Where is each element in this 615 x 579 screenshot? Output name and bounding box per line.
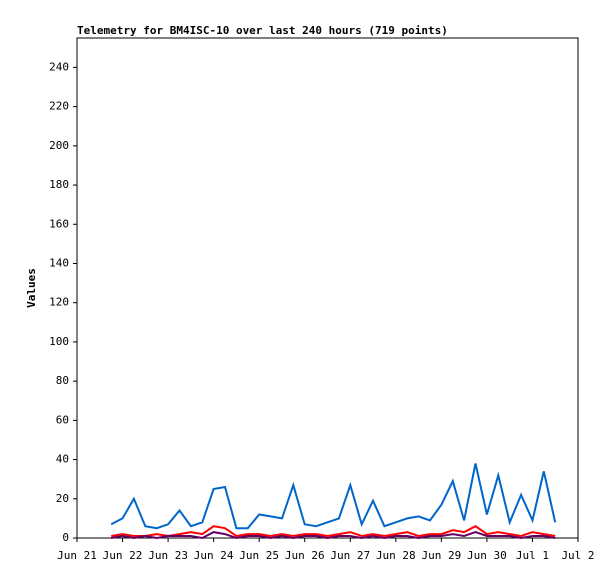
series-line — [110, 463, 557, 530]
y-tick-label: 180 — [49, 178, 69, 191]
y-tick-label: 160 — [49, 217, 69, 230]
y-tick-label: 100 — [49, 335, 69, 348]
plot-frame — [76, 37, 579, 539]
y-tick-label: 20 — [56, 492, 69, 505]
y-tick-label: 60 — [56, 413, 69, 426]
x-tick-label: Jun 21 — [57, 549, 97, 562]
y-tick-label: 200 — [49, 139, 69, 152]
y-tick-label: 80 — [56, 374, 69, 387]
x-tick-label: Jun 30 — [467, 549, 507, 562]
y-tick-label: 120 — [49, 296, 69, 309]
x-tick-label: Jun 25 — [239, 549, 279, 562]
x-tick-label: Jun 27 — [330, 549, 370, 562]
y-tick-label: 220 — [49, 100, 69, 113]
x-tick-label: Jun 22 — [103, 549, 143, 562]
y-axis-label: Values — [25, 268, 38, 308]
y-tick-label: 0 — [62, 531, 69, 544]
x-tick-label: Jun 28 — [376, 549, 416, 562]
chart-title: Telemetry for BM4ISC-10 over last 240 ho… — [77, 24, 448, 37]
x-tick-label: Jun 24 — [194, 549, 234, 562]
y-tick-label: 40 — [56, 453, 69, 466]
x-tick-label: Jul 2 — [561, 549, 594, 562]
series-line — [111, 525, 556, 538]
x-tick-label: Jun 23 — [148, 549, 188, 562]
y-tick-label: 140 — [49, 256, 69, 269]
series-line — [111, 531, 556, 540]
x-tick-label: Jun 29 — [421, 549, 461, 562]
x-tick-label: Jul 1 — [516, 549, 549, 562]
x-tick-label: Jun 26 — [285, 549, 325, 562]
y-tick-label: 240 — [49, 60, 69, 73]
